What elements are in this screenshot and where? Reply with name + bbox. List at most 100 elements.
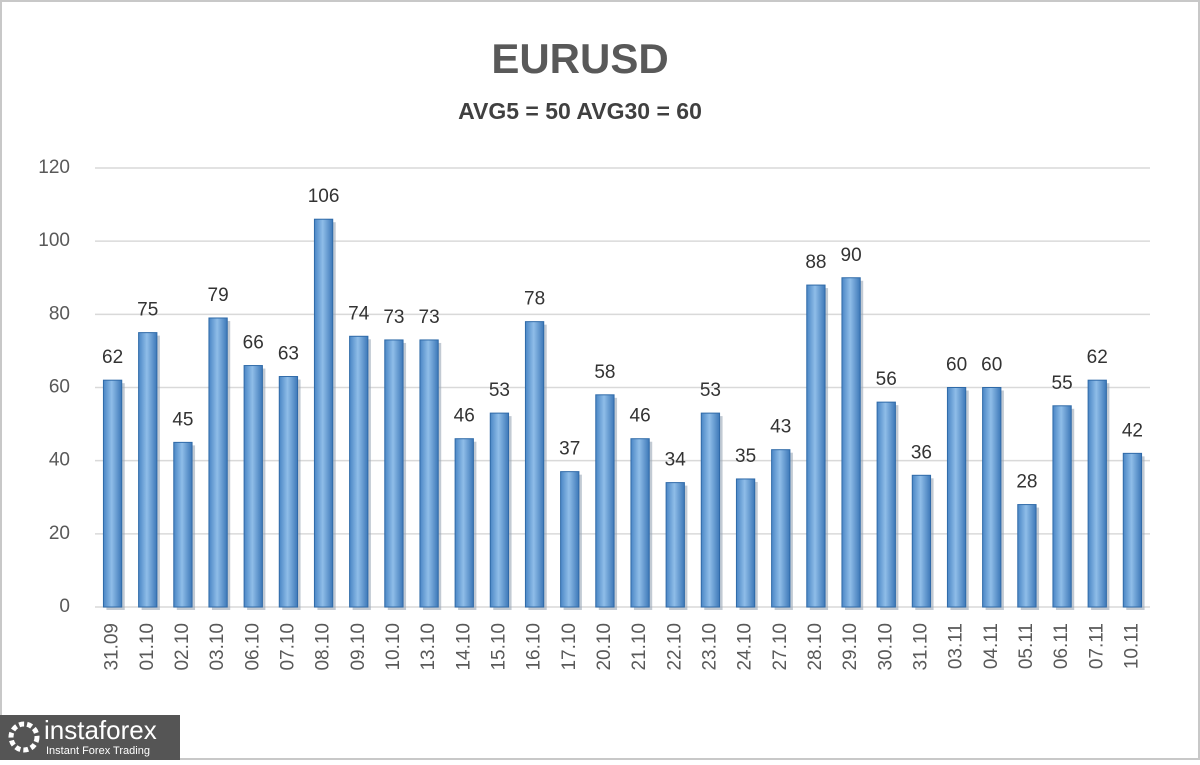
x-tick-label: 10.11 — [1121, 623, 1142, 669]
bar — [876, 401, 896, 608]
bar — [560, 471, 580, 608]
bar — [946, 387, 967, 608]
x-tick-label: 14.10 — [453, 623, 474, 671]
value-label: 36 — [911, 442, 932, 463]
chart-subtitle: AVG5 = 50 AVG30 = 60 — [458, 98, 702, 124]
y-tick-label: 0 — [59, 596, 70, 617]
x-tick-label: 31.10 — [910, 623, 931, 671]
x-tick-label: 29.10 — [840, 623, 861, 671]
logo: instaforex Instant Forex Trading — [0, 715, 180, 760]
logo-box — [0, 715, 180, 760]
value-label: 43 — [770, 417, 791, 438]
x-tick-label: 01.10 — [137, 623, 158, 671]
value-label: 42 — [1122, 420, 1143, 441]
x-tick-label: 07.10 — [277, 623, 298, 671]
x-tick-label: 07.11 — [1086, 623, 1107, 669]
bar — [806, 284, 826, 608]
x-tick-label: 09.10 — [348, 623, 369, 671]
bar — [102, 379, 123, 608]
bar — [419, 339, 439, 608]
value-label: 75 — [137, 300, 158, 321]
x-tick-label: 20.10 — [594, 623, 615, 671]
bar — [489, 412, 510, 608]
x-tick-label: 06.10 — [242, 623, 263, 671]
value-label: 66 — [243, 333, 264, 354]
bar — [1087, 379, 1107, 608]
x-tick-label: 03.10 — [207, 623, 228, 671]
x-tick-label: 31.09 — [102, 623, 123, 671]
bar — [173, 441, 193, 608]
value-label: 53 — [700, 380, 721, 401]
bar — [208, 317, 228, 608]
x-tick-label: 16.10 — [524, 623, 545, 671]
bar — [771, 449, 791, 608]
x-tick-label: 28.10 — [805, 623, 826, 671]
y-tick-label: 100 — [38, 230, 70, 251]
value-label: 34 — [665, 450, 687, 471]
value-label: 37 — [559, 439, 580, 460]
value-label: 73 — [419, 307, 440, 328]
value-label: 63 — [278, 344, 299, 365]
bar — [841, 277, 861, 608]
x-tick-label: 15.10 — [488, 623, 509, 671]
y-tick-label: 120 — [38, 157, 70, 178]
value-label: 62 — [102, 347, 123, 368]
x-tick-label: 22.10 — [664, 623, 685, 671]
logo-brand: instaforex — [44, 715, 157, 745]
value-label: 78 — [524, 289, 545, 310]
value-label: 88 — [805, 252, 826, 273]
y-tick-label: 80 — [49, 303, 70, 324]
chart-title: EURUSD — [491, 35, 668, 82]
bar — [665, 482, 685, 608]
value-label: 60 — [946, 355, 967, 376]
bar — [630, 438, 650, 608]
y-tick-label: 60 — [49, 377, 70, 398]
value-label: 74 — [348, 303, 370, 324]
x-tick-label: 23.10 — [699, 623, 720, 671]
bar — [1052, 405, 1072, 608]
x-tick-label: 05.11 — [1016, 623, 1037, 669]
bar — [278, 376, 299, 608]
x-tick-label: 04.11 — [981, 623, 1002, 669]
value-label: 55 — [1052, 373, 1073, 394]
bar — [735, 478, 756, 608]
x-tick-label: 27.10 — [770, 623, 791, 671]
bar — [1017, 504, 1037, 608]
x-tick-label: 02.10 — [172, 623, 193, 671]
bar — [595, 394, 615, 608]
y-tick-label: 20 — [49, 523, 70, 544]
bar — [911, 474, 932, 608]
bar — [243, 365, 263, 608]
bar — [524, 321, 545, 608]
x-tick-label: 03.11 — [946, 623, 967, 669]
value-label: 73 — [383, 307, 404, 328]
value-label: 56 — [876, 369, 897, 390]
bar — [982, 387, 1002, 608]
value-label: 60 — [981, 355, 1002, 376]
x-tick-label: 08.10 — [313, 623, 334, 671]
x-tick-label: 17.10 — [559, 623, 580, 671]
value-label: 62 — [1087, 347, 1108, 368]
value-label: 46 — [454, 406, 475, 427]
x-tick-label: 10.10 — [383, 623, 404, 671]
value-label: 53 — [489, 380, 510, 401]
logo-tagline: Instant Forex Trading — [46, 745, 150, 757]
value-label: 35 — [735, 446, 756, 467]
bar — [313, 218, 334, 608]
value-label: 28 — [1016, 472, 1037, 493]
x-tick-label: 24.10 — [735, 623, 756, 671]
bar — [384, 339, 404, 608]
bar — [1122, 452, 1143, 608]
value-label: 45 — [172, 409, 193, 430]
value-label: 79 — [208, 285, 229, 306]
value-label: 58 — [594, 362, 615, 383]
logo-icon — [8, 721, 40, 753]
value-label: 90 — [841, 245, 862, 266]
x-tick-label: 30.10 — [875, 623, 896, 671]
x-tick-label: 13.10 — [418, 623, 439, 671]
value-label: 46 — [630, 406, 651, 427]
x-tick-label: 21.10 — [629, 623, 650, 671]
bar — [349, 335, 369, 608]
